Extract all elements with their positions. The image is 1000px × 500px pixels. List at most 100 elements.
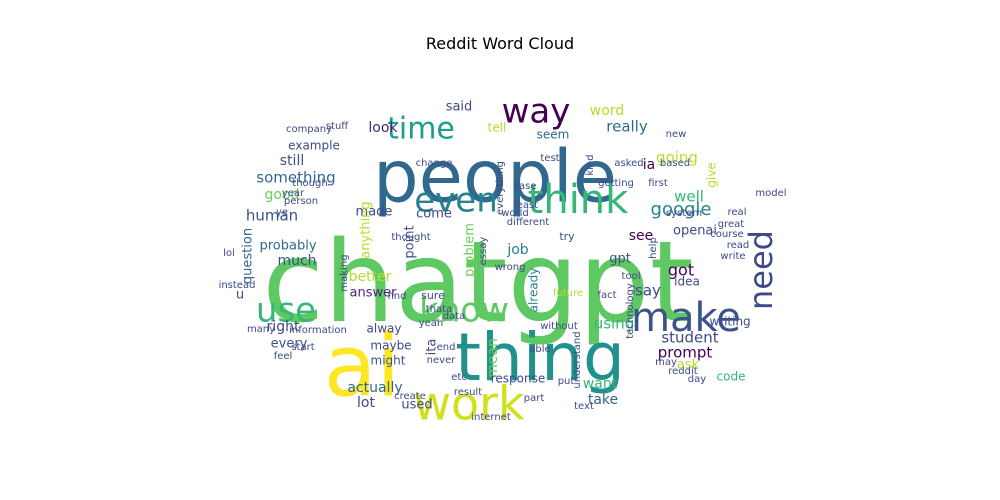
word-many: many [247,324,275,335]
word-alway: alway [367,322,402,336]
word-writing: writing [709,315,750,329]
word-word: word [590,103,624,119]
word-essay: essay [478,237,489,266]
word-right: right [267,319,300,335]
word-point: point [403,225,418,258]
word-well: well [674,188,704,206]
word-give: give [705,162,719,187]
word-made: made [356,205,393,220]
word-case: case [514,181,537,192]
word-stuff: stuff [326,121,349,132]
word-able: able [529,344,550,355]
word-problem: problem [463,223,478,277]
word-course: course [710,229,743,240]
word-end: end [437,342,456,353]
word-text: text [574,401,594,412]
word-look: look [368,120,398,136]
word-already: already [527,268,541,313]
word-find: find [388,291,407,302]
word-different: different [507,217,550,228]
word-feel: feel [274,351,293,362]
word-come: come [416,207,452,222]
word-make: make [631,295,741,341]
word-got: got [668,261,694,280]
word-write: write [720,251,745,262]
word-something: something [256,169,335,187]
word-maybe: maybe [370,339,411,353]
word-new: new [666,129,687,140]
word-put: put [558,376,575,387]
word-part: part [524,393,545,404]
word-mean: mean [485,338,501,378]
chart-title: Reddit Word Cloud [425,34,575,53]
word-much: much [277,253,316,269]
word-without: without [540,321,578,332]
word-response: response [491,372,546,386]
word-say: say [635,282,661,300]
word-based: based [660,158,690,169]
word-yeah: yeah [419,318,444,329]
word-people: people [373,135,617,219]
word-understand: understand [572,331,583,388]
word-thought: thought [391,232,430,243]
word-want: want [583,376,618,392]
word-company: company [286,124,332,135]
word-gpt: gpt [609,252,631,267]
word-thata: thata [426,304,452,315]
word-work: work [413,377,525,431]
word-anything: anything [359,201,374,258]
word-every: every [271,337,308,352]
word-ia: ia [643,157,655,173]
word-code: code [717,370,746,384]
word-lot: lot [357,395,375,411]
word-idea: idea [674,275,700,289]
word-google: google [651,199,712,220]
word-data: data [443,311,466,322]
word-good: good [265,187,300,203]
word-might: might [371,354,406,368]
word-openai: openai [673,224,717,239]
word-though: though [292,178,327,189]
word-change: change [416,158,453,169]
word-ye: ye [276,207,288,218]
word-job: job [506,242,528,258]
word-try: try [559,230,575,243]
word-using: using [594,315,635,333]
word-least: least [514,200,538,211]
word-making: making [339,254,350,291]
word-may: may [655,357,677,368]
word-asked: asked [614,158,643,169]
word-ita: ita [425,339,440,356]
word-person: person [284,196,318,207]
word-seem: seem [537,128,570,142]
word-question: question [241,228,256,284]
word-day: day [688,374,706,385]
word-need: need [742,230,780,310]
word-human: human [246,207,298,225]
word-year: year [282,188,305,199]
word-technology: technology [625,283,636,339]
word-actually: actually [347,380,402,396]
word-even: even [414,181,498,221]
word-student: student [661,329,718,347]
word-see: see [629,228,654,244]
word-system: system [666,208,702,219]
word-thing: thing [455,319,625,396]
word-result: result [454,387,482,398]
word-sure: sure [421,289,445,302]
word-fact: fact [597,290,616,301]
word-ai: ai [324,316,401,416]
word-wrong: wrong [495,262,526,273]
word-use: use [256,291,316,331]
word-tool: tool [622,271,641,282]
word-still: still [280,153,304,169]
word-read: read [727,240,750,251]
word-getting: getting [598,178,634,189]
word-everything: everything [495,161,506,215]
word-kind: kind [585,154,596,175]
word-know: know [419,291,509,331]
word-future: future [553,288,583,299]
word-answer: answer [350,286,398,301]
word-example: example [288,139,340,153]
